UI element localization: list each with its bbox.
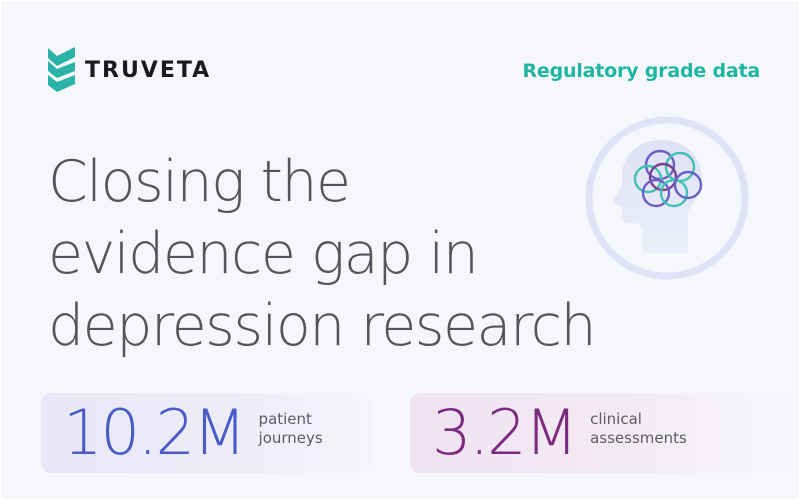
stat-label: clinical assessments — [590, 410, 687, 448]
stat-label-line-2: journeys — [258, 429, 323, 447]
brand-name: TRUVETA — [85, 57, 212, 83]
stat-label-line-2: assessments — [590, 429, 687, 447]
truveta-chevron-logo-icon — [48, 47, 75, 92]
tagline: Regulatory grade data — [522, 60, 760, 82]
headline: Closing the evidence gap in depression r… — [48, 146, 597, 362]
brand-logo: TRUVETA — [48, 47, 211, 93]
stat-patient-journeys: 10.2M patient journeys — [41, 393, 371, 473]
stat-label: patient journeys — [259, 410, 323, 448]
headline-line-3: depression research — [48, 293, 597, 359]
stat-value: 3.2M — [432, 396, 578, 469]
stat-value: 10.2M — [63, 396, 247, 469]
stat-clinical-assessments: 3.2M clinical assessments — [410, 393, 790, 473]
head-with-brain-circles-icon — [582, 113, 752, 283]
stat-label-line-1: clinical — [590, 410, 642, 428]
headline-line-1: Closing the — [48, 149, 351, 215]
headline-line-2: evidence gap in — [48, 221, 479, 287]
stat-label-line-1: patient — [258, 410, 312, 428]
